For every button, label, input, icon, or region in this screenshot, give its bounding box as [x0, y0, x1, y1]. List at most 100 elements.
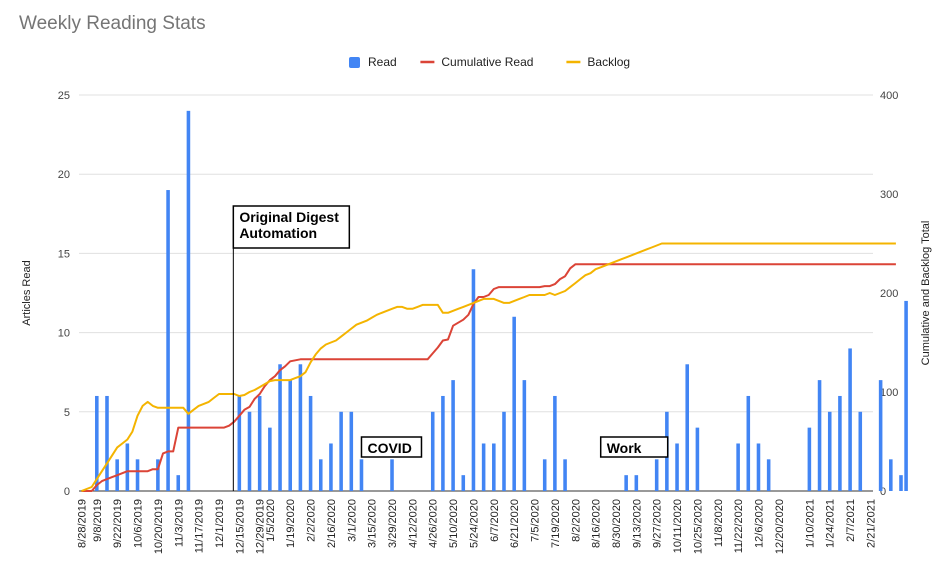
x-tick-label: 11/17/2019: [194, 499, 206, 553]
bar-read: [349, 411, 354, 491]
bar-read: [125, 443, 130, 491]
bar-read: [827, 411, 832, 491]
y-tick-label: 0: [64, 486, 70, 498]
bar-read: [522, 380, 527, 491]
bar-read: [430, 411, 435, 491]
x-tick-label: 3/29/2020: [387, 499, 399, 548]
bar-read: [685, 364, 690, 491]
y2-tick-label: 300: [880, 189, 898, 201]
y2-tick-label: 400: [880, 90, 898, 102]
x-tick-label: 10/6/2019: [133, 499, 145, 548]
x-tick-label: 8/16/2020: [591, 499, 603, 548]
y2-tick-label: 200: [880, 288, 898, 300]
bar-read: [166, 190, 170, 492]
bar-read: [756, 443, 761, 491]
x-tick-label: 10/11/2020: [672, 499, 684, 553]
y-tick-label: 5: [64, 407, 70, 419]
x-tick-label: 3/15/2020: [367, 499, 379, 548]
y2-tick-label: 0: [880, 486, 886, 498]
annotation-text: COVID: [367, 440, 411, 456]
x-tick-label: 1/5/2020: [265, 499, 277, 542]
x-tick-label: 2/16/2020: [326, 499, 338, 548]
bar-read: [268, 427, 272, 491]
legend-label-read: Read: [368, 55, 397, 69]
y-tick-label: 15: [58, 248, 70, 260]
x-tick-label: 6/21/2020: [509, 499, 521, 548]
bar-read: [492, 443, 496, 491]
bar-read: [257, 395, 262, 491]
x-tick-label: 10/20/2019: [153, 499, 165, 554]
annotation-text: Original Digest: [239, 209, 339, 225]
x-tick-label: 12/15/2019: [234, 499, 246, 554]
x-tick-label: 10/25/2020: [692, 499, 704, 554]
y-tick-label: 20: [58, 169, 70, 181]
bar-read: [563, 459, 567, 491]
bar-read: [461, 475, 466, 491]
x-tick-label: 4/26/2020: [428, 499, 440, 548]
bar-read: [858, 411, 863, 491]
bar-read: [95, 395, 99, 491]
annotation-text: Work: [607, 440, 642, 456]
x-tick-label: 12/6/2020: [753, 499, 765, 548]
bar-read: [817, 380, 822, 491]
x-tick-label: 9/8/2019: [92, 499, 104, 542]
bar-read: [807, 427, 812, 491]
annotation-box: [360, 436, 423, 458]
bar-read: [736, 443, 740, 491]
bar-read: [904, 300, 908, 491]
bar-read: [278, 364, 282, 491]
x-tick-label: 3/1/2020: [346, 499, 358, 542]
bar-read: [553, 395, 557, 491]
x-tick-label: 1/10/2021: [804, 499, 816, 548]
x-tick-label: 7/5/2020: [530, 499, 542, 542]
y-axis-title: Articles Read: [21, 260, 33, 325]
annotation-box: [599, 436, 669, 458]
x-tick-label: 12/29/2019: [255, 499, 267, 554]
bar-read: [176, 475, 181, 491]
bar-read: [624, 475, 628, 491]
y-tick-label: 10: [58, 328, 70, 340]
bar-read: [237, 395, 242, 491]
legend-label-cumulative-read: Cumulative Read: [441, 55, 533, 69]
x-tick-label: 5/10/2020: [448, 499, 460, 548]
bar-read: [542, 459, 547, 491]
x-tick-label: 8/28/2019: [77, 499, 89, 548]
bar-read: [878, 380, 883, 491]
x-tick-label: 8/30/2020: [611, 499, 623, 548]
x-tick-label: 9/13/2020: [631, 499, 643, 548]
x-tick-label: 1/19/2020: [285, 499, 297, 548]
x-tick-label: 12/1/2019: [214, 499, 226, 548]
bar-read: [451, 380, 455, 491]
x-tick-label: 9/22/2019: [112, 499, 124, 548]
bar-read: [135, 459, 140, 491]
bar-read: [247, 411, 252, 491]
x-tick-label: 2/21/2021: [865, 499, 877, 548]
bar-read: [502, 411, 506, 491]
legend-swatch-read: [349, 57, 360, 68]
bar-read: [838, 395, 842, 491]
bar-read: [288, 380, 293, 491]
x-tick-label: 2/7/2021: [845, 499, 857, 542]
bar-read: [766, 459, 771, 491]
bar-read: [390, 459, 394, 491]
bar-read: [359, 459, 364, 491]
bar-read: [471, 269, 476, 491]
x-tick-label: 1/24/2021: [825, 499, 837, 548]
x-tick-label: 4/12/2020: [407, 499, 419, 548]
bar-read: [105, 395, 109, 491]
bar-read: [441, 395, 445, 491]
bar-read: [848, 348, 852, 491]
legend-label-backlog: Backlog: [587, 55, 630, 69]
line-backlog: [81, 242, 896, 492]
y2-axis-title: Cumulative and Backlog Total: [920, 221, 932, 366]
bar-read: [308, 395, 313, 491]
line-cumulative-read: [81, 263, 896, 492]
bar-read: [695, 427, 700, 491]
bar-read: [746, 395, 751, 491]
bar-read: [481, 443, 486, 491]
bar-read: [318, 459, 323, 491]
annotation-box: [232, 205, 351, 249]
annotation-text: Automation: [239, 225, 317, 241]
bar-read: [899, 475, 903, 491]
